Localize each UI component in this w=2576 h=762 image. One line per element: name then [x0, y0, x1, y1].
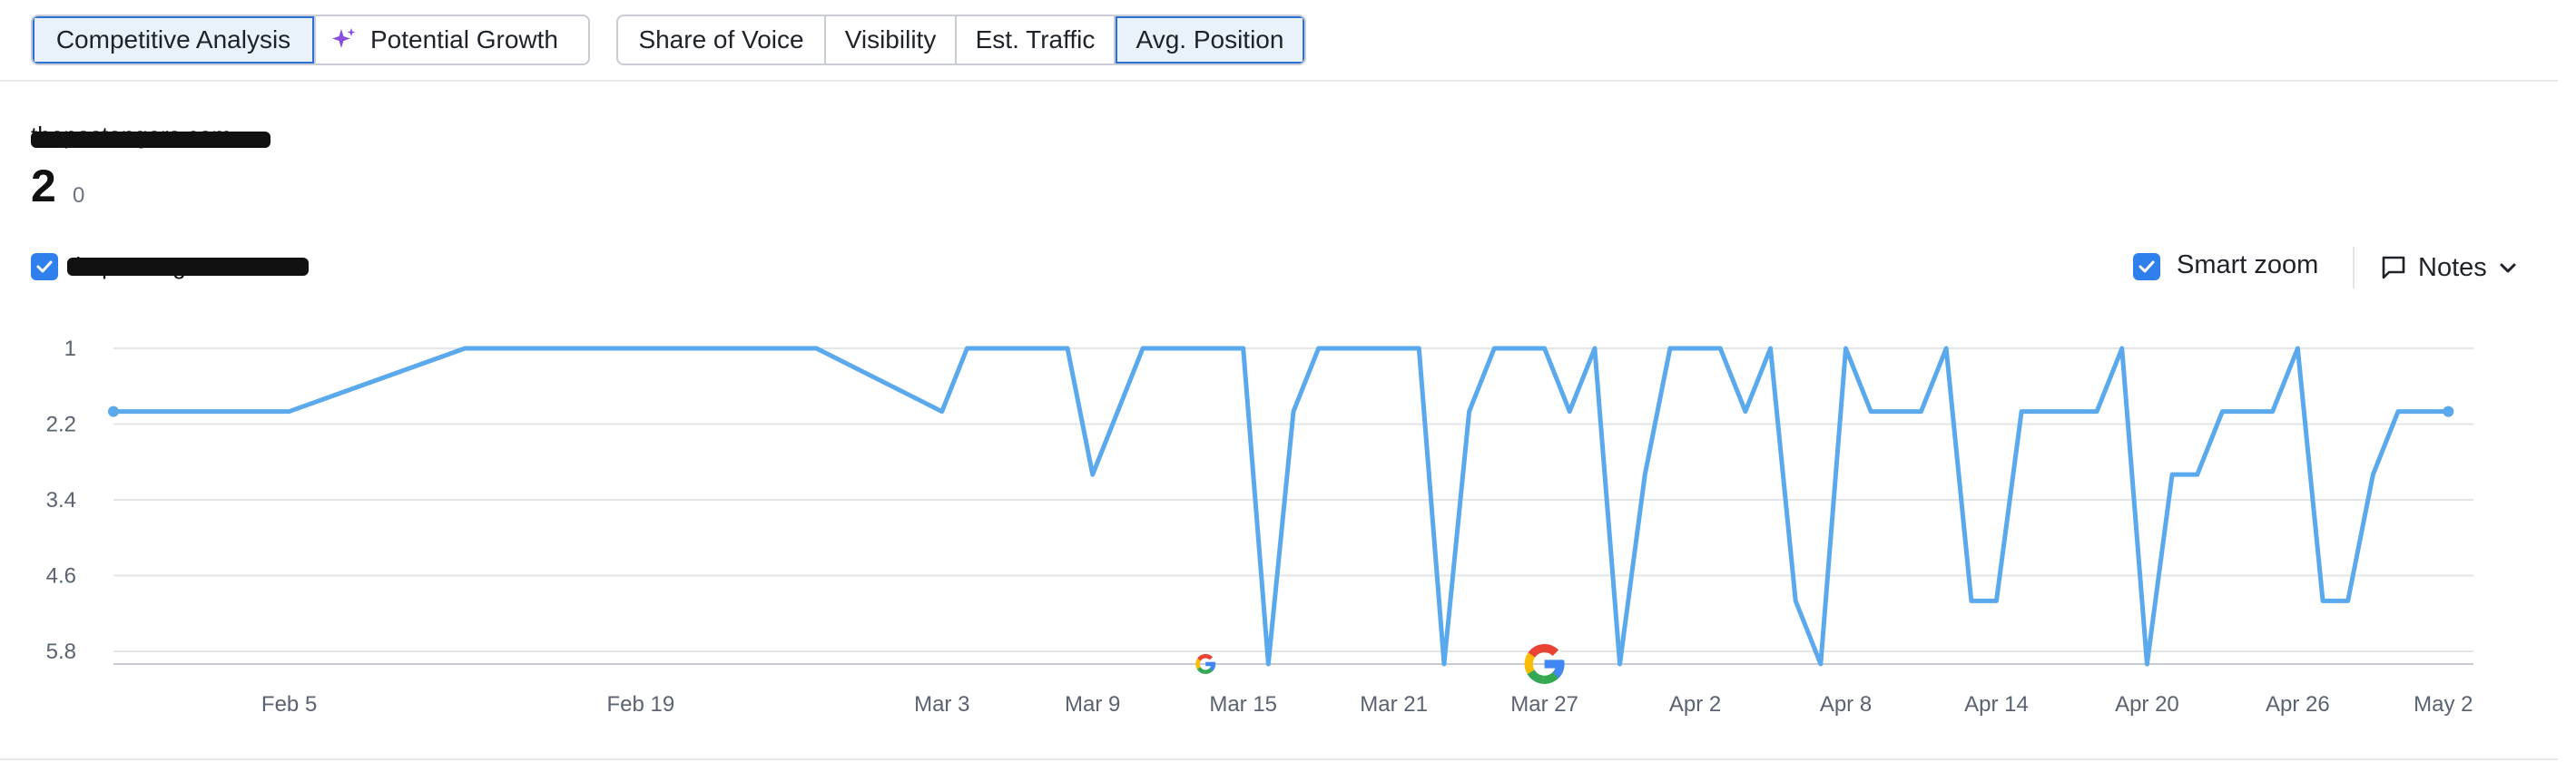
- notes-label: Notes: [2418, 252, 2487, 282]
- series-start-point: [108, 405, 119, 417]
- x-tick-label: Apr 20: [2115, 692, 2179, 717]
- chart-annotations: [1195, 644, 1565, 684]
- tab-avg-position-label: Avg. Position: [1136, 25, 1284, 54]
- notes-dropdown[interactable]: Notes: [2380, 245, 2518, 290]
- tab-est-traffic-label: Est. Traffic: [975, 25, 1096, 54]
- potential-growth-tab[interactable]: Potential Growth: [316, 16, 588, 64]
- avg-position-chart: 1 2.2 3.4 4.6 5.8 Feb 5 Feb 19 Mar 3 Mar 9 Mar 1…: [46, 337, 2473, 717]
- chart-series: [108, 346, 2454, 667]
- analysis-mode-group: Competitive Analysis Potential Growth: [31, 15, 590, 65]
- smart-zoom-label[interactable]: Smart zoom: [2177, 250, 2319, 279]
- chevron-down-icon: [2500, 263, 2516, 273]
- tab-visibility-label: Visibility: [844, 25, 937, 54]
- metric-tabs-group: Share of Voice Visibility Est. Traffic A…: [616, 15, 1306, 65]
- x-tick-label: Feb 5: [261, 692, 317, 717]
- x-tick-label: Mar 27: [1510, 692, 1578, 717]
- y-tick-label: 5.8: [46, 640, 76, 664]
- competitive-analysis-tab[interactable]: Competitive Analysis: [33, 16, 316, 64]
- sparkle-icon: [330, 26, 358, 54]
- panel-bottom-border: [0, 758, 2558, 760]
- redaction-bar: [31, 132, 270, 148]
- chart-grid: [113, 347, 2473, 665]
- series-end-point: [2443, 405, 2454, 417]
- x-tick-label: Apr 2: [1669, 692, 1721, 717]
- y-tick-label: 3.4: [46, 488, 76, 513]
- potential-growth-label: Potential Growth: [370, 25, 558, 54]
- toolbar-divider: [2353, 247, 2355, 288]
- x-tick-label: May 2: [2414, 692, 2473, 717]
- y-axis: 1 2.2 3.4 4.6 5.8: [46, 337, 76, 664]
- tab-est-traffic[interactable]: Est. Traffic: [957, 16, 1116, 64]
- check-icon: [36, 260, 53, 273]
- redaction-bar: [67, 258, 309, 276]
- x-tick-label: Mar 21: [1360, 692, 1428, 717]
- series-line: [113, 346, 2449, 667]
- tab-share-of-voice[interactable]: Share of Voice: [618, 16, 826, 64]
- x-tick-label: Apr 8: [1820, 692, 1872, 717]
- x-axis: Feb 5 Feb 19 Mar 3 Mar 9 Mar 15 Mar 21 Mar 27 A…: [261, 692, 2473, 717]
- toolbar: Competitive Analysis Potential Growth Sh…: [0, 0, 2558, 82]
- comment-icon: [2382, 256, 2405, 279]
- y-tick-label: 4.6: [46, 564, 76, 589]
- x-tick-label: Apr 26: [2266, 692, 2330, 717]
- y-tick-label: 2.2: [46, 413, 76, 437]
- x-tick-label: Mar 15: [1209, 692, 1277, 717]
- tab-visibility[interactable]: Visibility: [826, 16, 957, 64]
- x-tick-label: Mar 3: [914, 692, 969, 717]
- x-tick-label: Apr 14: [1964, 692, 2029, 717]
- tab-avg-position[interactable]: Avg. Position: [1116, 16, 1304, 64]
- check-icon: [2138, 260, 2155, 273]
- google-update-icon[interactable]: [1195, 654, 1216, 674]
- x-tick-label: Mar 9: [1065, 692, 1120, 717]
- smart-zoom-checkbox[interactable]: [2133, 253, 2160, 280]
- summary-change: 0: [73, 183, 85, 208]
- google-update-icon[interactable]: [1524, 644, 1565, 684]
- summary-value: 2: [31, 161, 56, 211]
- legend-checkbox[interactable]: [31, 253, 58, 280]
- y-tick-label: 1: [64, 337, 76, 361]
- x-tick-label: Feb 19: [606, 692, 674, 717]
- tab-share-of-voice-label: Share of Voice: [638, 25, 804, 54]
- competitive-analysis-label: Competitive Analysis: [55, 25, 291, 54]
